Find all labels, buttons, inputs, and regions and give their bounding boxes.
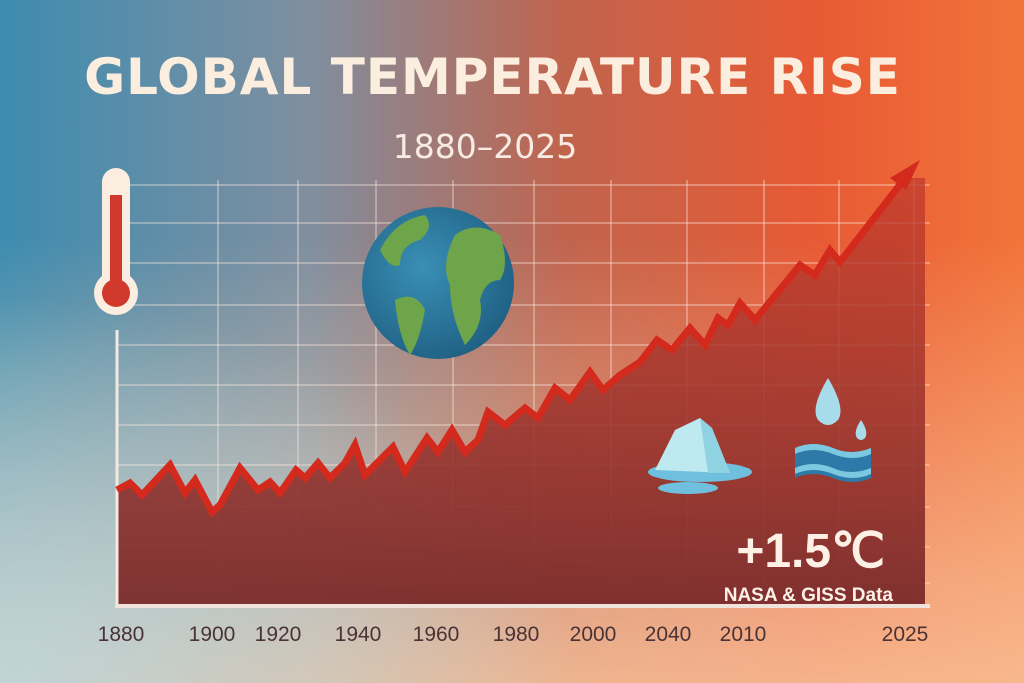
water-drop-icon — [795, 378, 871, 482]
globe-icon — [362, 207, 514, 359]
chart-subtitle: 1880–2025 — [392, 127, 578, 166]
x-axis-ticks: 1880 1900 1920 1940 1960 1980 2000 2040 2010 2025 — [98, 623, 929, 646]
x-tick-label: 1900 — [189, 623, 236, 646]
chart-title: GLOBAL TEMPERATURE RISE — [84, 48, 901, 106]
x-tick-label: 1980 — [493, 623, 540, 646]
x-tick-label: 1920 — [255, 623, 302, 646]
temperature-annotation: +1.5℃ — [736, 525, 885, 578]
temperature-line — [115, 175, 908, 518]
x-tick-label: 1880 — [98, 623, 145, 646]
thermometer-icon — [94, 168, 138, 315]
iceberg-icon — [648, 418, 752, 494]
x-tick-label: 1960 — [413, 623, 460, 646]
x-tick-label: 2000 — [570, 623, 617, 646]
area-fill — [117, 178, 925, 604]
data-source: NASA & GISS Data — [724, 585, 894, 606]
arrow-head — [890, 160, 920, 190]
x-tick-label: 2040 — [645, 623, 692, 646]
x-tick-label: 1940 — [335, 623, 382, 646]
x-tick-label: 2025 — [882, 623, 929, 646]
x-tick-label: 2010 — [720, 623, 767, 646]
